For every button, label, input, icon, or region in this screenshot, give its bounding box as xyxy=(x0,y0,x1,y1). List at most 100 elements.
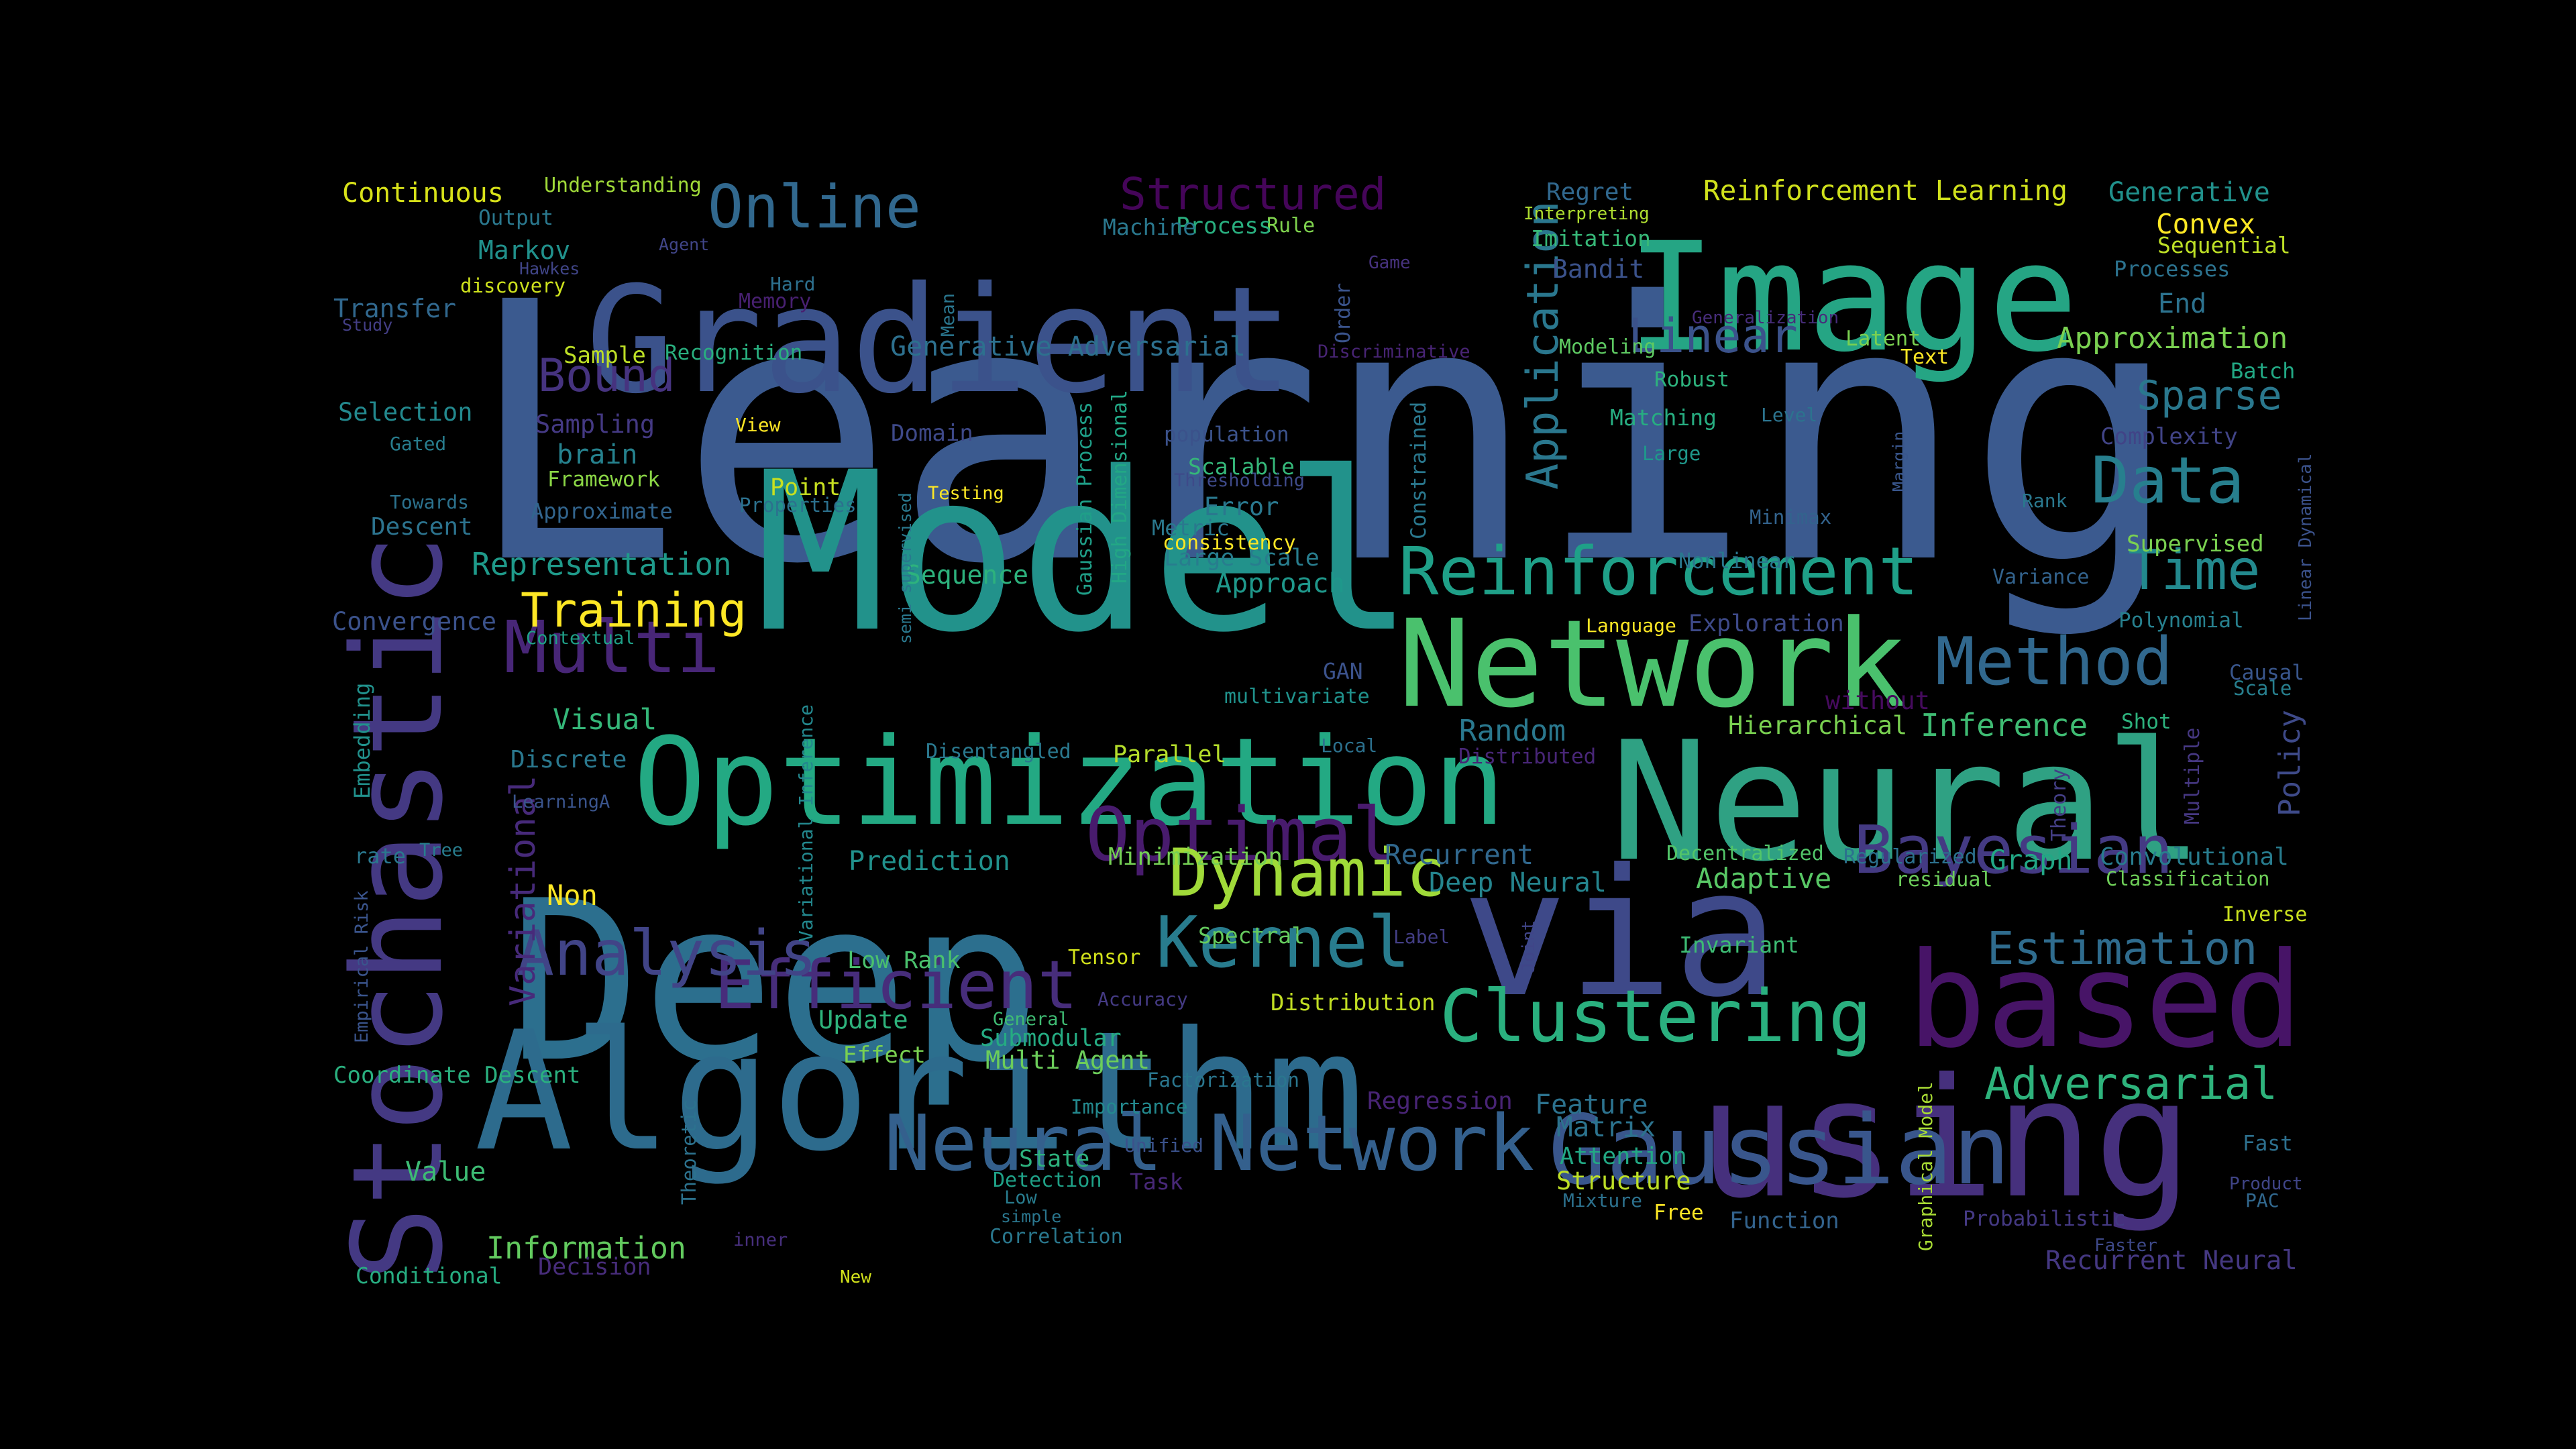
word-towards: Towards xyxy=(390,491,470,513)
word-adaptive: Adaptive xyxy=(1696,862,1832,895)
word-point: Point xyxy=(770,474,841,501)
word-function: Function xyxy=(1729,1208,1839,1234)
word-agent: Agent xyxy=(659,235,710,254)
word-mean: Mean xyxy=(938,292,959,337)
word-learninga: LearningA xyxy=(512,792,610,812)
word-selection: Selection xyxy=(338,398,473,427)
word-value: Value xyxy=(405,1157,486,1187)
word-submodular: Submodular xyxy=(980,1025,1122,1052)
word-low-rank: Low Rank xyxy=(847,947,961,974)
word-memory: Memory xyxy=(739,290,812,313)
word-faster: Faster xyxy=(2094,1236,2157,1256)
word-classification: Classification xyxy=(2106,867,2270,890)
word-level: Level xyxy=(1761,404,1818,426)
word-without: without xyxy=(1825,686,1930,715)
word-probabilistic: Probabilistic xyxy=(1963,1207,2126,1231)
word-reinforcement-learning: Reinforcement Learning xyxy=(1703,174,2068,207)
word-regularized: Regularized xyxy=(1843,845,1977,869)
word-understanding: Understanding xyxy=(544,174,702,197)
word-data: Data xyxy=(2091,444,2245,518)
word-tree: Tree xyxy=(419,840,464,861)
word-based: based xyxy=(1907,924,2304,1077)
word-brain: brain xyxy=(557,439,638,470)
word-framework: Framework xyxy=(547,468,660,492)
word-rule: Rule xyxy=(1267,214,1316,237)
word-regret: Regret xyxy=(1546,178,1634,206)
word-fast: Fast xyxy=(2243,1132,2293,1156)
word-error: Error xyxy=(1204,492,1279,521)
word-training: Training xyxy=(521,583,747,638)
word-network: Network xyxy=(1398,594,1907,735)
word-modeling: Modeling xyxy=(1559,335,1656,359)
word-consistency: consistency xyxy=(1163,531,1296,555)
word-convergence: Convergence xyxy=(332,607,497,636)
word-sample: Sample xyxy=(564,342,646,369)
word-latent: Latent xyxy=(1845,327,1921,351)
word-margin: Margin xyxy=(1889,431,1909,492)
word-convex: Convex xyxy=(2156,208,2256,240)
word-structured: Structured xyxy=(1120,168,1387,220)
word-model: Model xyxy=(755,425,1415,681)
word-multivariate: multivariate xyxy=(1224,685,1370,708)
word-testing: Testing xyxy=(928,483,1004,504)
word-multiple: Multiple xyxy=(2181,727,2204,825)
word-markov: Markov xyxy=(478,235,571,265)
word-prediction: Prediction xyxy=(849,846,1010,877)
word-inference: Inference xyxy=(1921,707,2088,743)
word-via: via xyxy=(1462,831,1780,1036)
word-hard: Hard xyxy=(770,273,816,295)
word-theory: Theory xyxy=(2047,768,2071,841)
word-bandit: Bandit xyxy=(1552,254,1645,284)
word-minimization: Minimization xyxy=(1108,843,1283,871)
word-recurrent-neural: Recurrent Neural xyxy=(2045,1246,2298,1276)
word-embedding: Embedding xyxy=(350,682,375,799)
word-label: Label xyxy=(1393,926,1450,948)
word-theoretic: Theoretic xyxy=(678,1099,700,1205)
word-attention: Attention xyxy=(1560,1143,1687,1170)
word-method: Method xyxy=(1935,624,2174,700)
word-information: Information xyxy=(486,1230,687,1266)
word-exploration: Exploration xyxy=(1688,610,1844,637)
word-shot: Shot xyxy=(2121,710,2171,734)
word-using: using xyxy=(1698,1043,2193,1234)
word-population: population xyxy=(1164,423,1289,447)
word-generative: Generative xyxy=(2108,177,2270,208)
word-general: General xyxy=(993,1009,1069,1030)
word-variance: Variance xyxy=(1992,566,2090,589)
word-contextual: Contextual xyxy=(526,628,635,649)
word-inner: inner xyxy=(733,1230,788,1250)
word-batch: Batch xyxy=(2231,358,2296,384)
word-gaussian: Gaussian xyxy=(1548,1094,2010,1206)
word-text: Text xyxy=(1900,345,1949,369)
word-distribution: Distribution xyxy=(1271,989,1436,1016)
word-residual: residual xyxy=(1896,868,1993,892)
word-adversarial: Adversarial xyxy=(1984,1058,2278,1110)
word-detection: Detection xyxy=(993,1169,1102,1192)
word-nonlinear: Nonlinear xyxy=(1678,548,1795,574)
word-unified: Unified xyxy=(1124,1134,1204,1157)
word-empirical-risk: Empirical Risk xyxy=(352,890,372,1043)
word-image: Image xyxy=(1626,210,2079,385)
word-bound: Bound xyxy=(538,350,676,402)
word-metric: Metric xyxy=(1152,515,1230,541)
word-convolutional: Convolutional xyxy=(2100,843,2289,871)
word-hierarchical: Hierarchical xyxy=(1728,711,1908,740)
word-large: Large xyxy=(1642,442,1701,465)
word-thresholding: Thresholding xyxy=(1174,470,1305,491)
word-task: Task xyxy=(1130,1169,1183,1195)
word-analysis: Analysis xyxy=(517,917,817,989)
word-descent: Descent xyxy=(371,513,473,541)
word-matching: Matching xyxy=(1610,405,1717,431)
word-non: Non xyxy=(547,879,598,912)
word-new: New xyxy=(840,1267,871,1287)
word-parallel: Parallel xyxy=(1113,741,1226,768)
word-state: State xyxy=(1019,1146,1090,1173)
word-processes: Processes xyxy=(2114,256,2231,282)
word-recurrent: Recurrent xyxy=(1385,839,1534,871)
word-robust: Robust xyxy=(1654,368,1729,392)
word-correlation: Correlation xyxy=(989,1225,1123,1248)
word-time: Time xyxy=(2128,539,2261,602)
word-invariant: Invariant xyxy=(1679,932,1799,958)
word-multi: Multi xyxy=(504,606,720,690)
word-linear: Linear xyxy=(1628,309,1798,364)
